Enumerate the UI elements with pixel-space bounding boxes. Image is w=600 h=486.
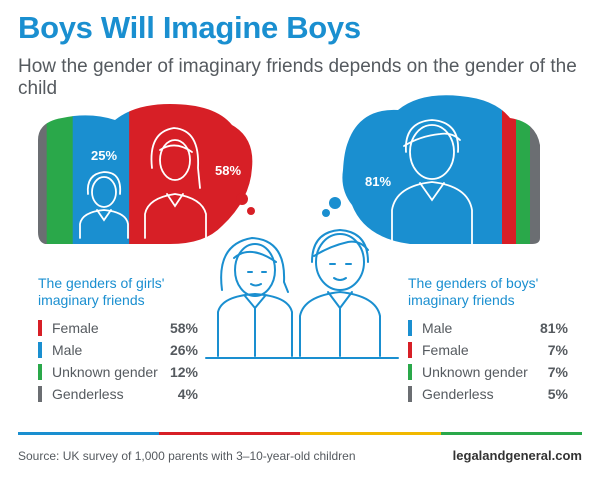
legend-row-male: Male 26% bbox=[38, 339, 198, 361]
girls-legend: The genders of girls' imaginary friends … bbox=[38, 275, 198, 405]
rule-segment bbox=[441, 432, 582, 435]
legend-swatch bbox=[408, 386, 412, 402]
legend-swatch bbox=[38, 320, 42, 336]
legend-swatch bbox=[38, 386, 42, 402]
imaginary-girl-icon bbox=[144, 127, 207, 239]
legend-row-genderless: Genderless 5% bbox=[408, 383, 568, 405]
legend-label: Unknown gender bbox=[52, 364, 158, 380]
legend-row-male: Male 81% bbox=[408, 317, 568, 339]
page-subtitle: How the gender of imaginary friends depe… bbox=[18, 56, 577, 99]
legend-label: Male bbox=[422, 320, 453, 336]
children-illustration bbox=[205, 229, 399, 359]
bubble-segment-female bbox=[502, 95, 517, 244]
legend-value: 12% bbox=[169, 364, 198, 380]
bubble-dot bbox=[322, 209, 330, 217]
legend-swatch bbox=[38, 364, 42, 380]
bubble-label-male: 81% bbox=[365, 174, 391, 189]
boys-bubble bbox=[342, 95, 540, 244]
legend-row-female: Female 7% bbox=[408, 339, 568, 361]
bubble-segment-genderless bbox=[38, 104, 48, 244]
bubble-segment-genderless bbox=[530, 95, 540, 244]
legend-row-female: Female 58% bbox=[38, 317, 198, 339]
legend-value: 81% bbox=[539, 320, 568, 336]
boys-legend-title: The genders of boys' imaginary friends bbox=[408, 275, 539, 308]
source-note: Source: UK survey of 1,000 parents with … bbox=[18, 449, 356, 463]
legend-label: Genderless bbox=[422, 386, 494, 402]
bubble-segment-male bbox=[72, 104, 130, 244]
legend-value: 7% bbox=[547, 364, 568, 380]
imaginary-boy-icon bbox=[79, 171, 129, 239]
bubble-dot bbox=[247, 207, 255, 215]
legend-row-unknown-gender: Unknown gender 7% bbox=[408, 361, 568, 383]
bubble-segment-male bbox=[342, 95, 503, 244]
brand-link[interactable]: legalandgeneral.com bbox=[452, 448, 582, 463]
bubble-label-female: 58% bbox=[215, 163, 241, 178]
imaginary-man-icon bbox=[391, 119, 473, 245]
footer-color-rule bbox=[18, 432, 582, 435]
legend-swatch bbox=[408, 342, 412, 358]
legend-value: 26% bbox=[169, 342, 198, 358]
legend-value: 5% bbox=[547, 386, 568, 402]
legend-value: 4% bbox=[177, 386, 198, 402]
girls-legend-title: The genders of girls' imaginary friends bbox=[38, 275, 165, 308]
legend-swatch bbox=[38, 342, 42, 358]
boys-legend: The genders of boys' imaginary friends M… bbox=[408, 275, 568, 405]
bubble-dot bbox=[329, 197, 341, 209]
legend-swatch bbox=[408, 364, 412, 380]
legend-label: Female bbox=[422, 342, 469, 358]
legend-row-unknown-gender: Unknown gender 12% bbox=[38, 361, 198, 383]
legend-row-genderless: Genderless 4% bbox=[38, 383, 198, 405]
legend-value: 7% bbox=[547, 342, 568, 358]
bubble-segment-unknown-gender bbox=[46, 104, 74, 244]
rule-segment bbox=[18, 432, 159, 435]
rule-segment bbox=[159, 432, 300, 435]
legend-label: Male bbox=[52, 342, 83, 358]
rule-segment bbox=[300, 432, 441, 435]
bubble-dot bbox=[236, 193, 248, 205]
legend-label: Genderless bbox=[52, 386, 124, 402]
bubble-label-male: 25% bbox=[91, 148, 117, 163]
legend-label: Female bbox=[52, 320, 99, 336]
legend-value: 58% bbox=[169, 320, 198, 336]
bubble-segment-unknown-gender bbox=[516, 95, 531, 244]
legend-swatch bbox=[408, 320, 412, 336]
page-title: Boys Will Imagine Boys bbox=[18, 10, 361, 45]
legend-label: Unknown gender bbox=[422, 364, 528, 380]
